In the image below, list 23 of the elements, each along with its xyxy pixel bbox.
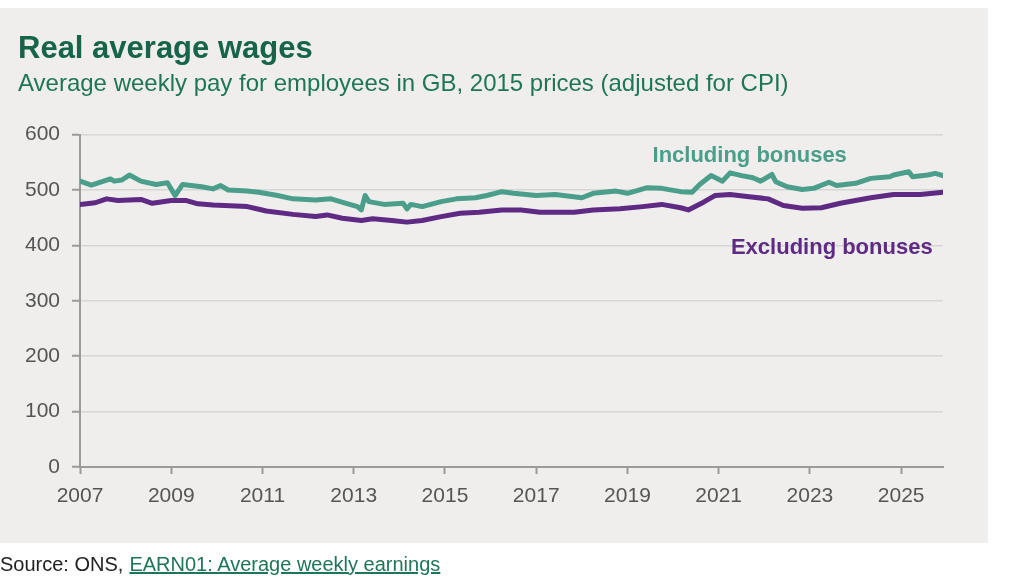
y-tick-label: 500 [24, 176, 60, 200]
text: EARN01: Average weekly earnings [129, 553, 441, 575]
series-label: Excluding bonuses [730, 234, 933, 260]
x-tick-label: 2011 [239, 483, 286, 507]
x-tick-label: 2025 [877, 483, 925, 507]
chart-subtitle: Average weekly pay for employees in GB, 2015 prices (adjusted for CPI) [18, 69, 789, 97]
y-tick-label: 400 [24, 232, 60, 256]
x-tick-label: 2019 [604, 483, 651, 507]
y-tick-label: 300 [24, 287, 60, 311]
x-tick-label: 2013 [330, 483, 378, 507]
y-tick-label: 600 [24, 121, 60, 145]
chart-title: Real average wages [18, 30, 313, 66]
y-tick-label: 100 [24, 398, 60, 422]
series-label: Including bonuses [652, 141, 847, 167]
source-note: Source: ONS, [0, 553, 124, 575]
x-tick-label: 2007 [56, 483, 104, 507]
x-tick-label: 2015 [421, 483, 469, 507]
x-tick-label: 2021 [695, 483, 743, 507]
x-tick-label: 2017 [512, 483, 560, 507]
y-tick-label: 200 [24, 343, 60, 366]
x-tick-label: 2023 [786, 483, 834, 507]
y-tick-label: 0 [48, 453, 60, 477]
x-tick-label: 2009 [147, 483, 195, 507]
